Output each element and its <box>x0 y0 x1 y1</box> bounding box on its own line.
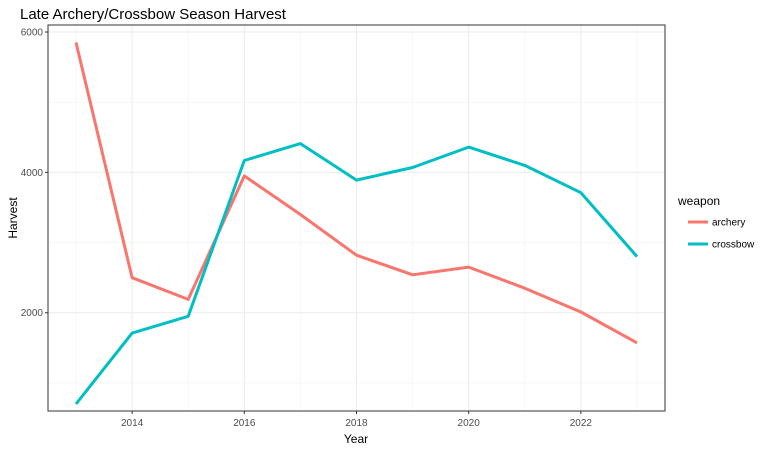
x-tick-label: 2018 <box>345 418 368 429</box>
y-tick-label: 4000 <box>21 168 44 179</box>
legend: weapon archery crossbow <box>677 194 755 251</box>
legend-title: weapon <box>677 194 720 208</box>
legend-items: archery crossbow <box>688 218 755 251</box>
x-tick-label: 2020 <box>458 418 481 429</box>
y-tick-label: 2000 <box>21 308 44 319</box>
series-line-crossbow <box>74 142 639 405</box>
series-lines <box>74 42 639 405</box>
major-gridlines <box>48 25 665 411</box>
legend-label-archery: archery <box>712 218 745 229</box>
y-tick-label: 6000 <box>21 28 44 39</box>
minor-gridlines <box>48 25 665 411</box>
x-axis: 2014 2016 2018 2020 2022 <box>121 411 592 429</box>
x-tick-label: 2022 <box>570 418 593 429</box>
chart-title: Late Archery/Crossbow Season Harvest <box>20 6 287 23</box>
series-line-archery <box>74 42 638 345</box>
x-tick-label: 2014 <box>121 418 144 429</box>
y-axis-title: Harvest <box>6 197 20 239</box>
x-tick-label: 2016 <box>233 418 256 429</box>
y-axis: 2000 4000 6000 <box>21 28 48 319</box>
legend-label-crossbow: crossbow <box>712 240 755 251</box>
x-axis-title: Year <box>344 432 368 446</box>
plot-panel <box>47 24 666 412</box>
